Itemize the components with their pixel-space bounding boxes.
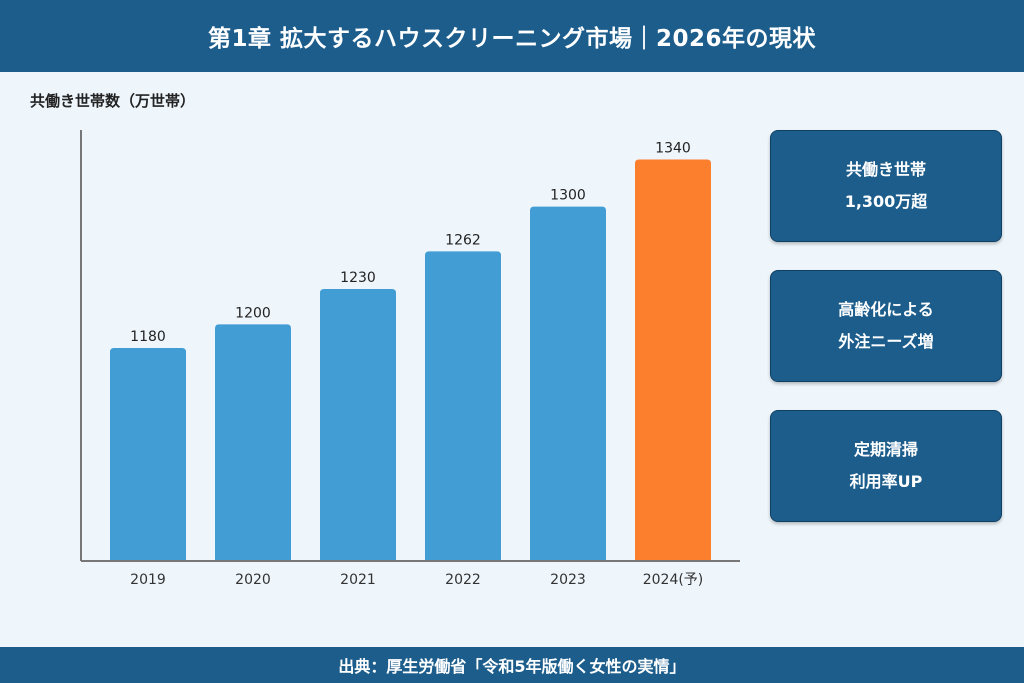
info-card-line1: 定期清掃 <box>853 440 918 459</box>
bar <box>215 324 291 560</box>
x-tick-label: 2022 <box>445 572 481 588</box>
y-axis-label: 共働き世帯数（万世帯） <box>30 92 196 110</box>
source-text: 出典：厚生労働省「令和5年版働く女性の実情」 <box>338 657 686 676</box>
info-card-line2: 1,300万超 <box>844 192 928 211</box>
bar <box>530 206 606 560</box>
x-tick-label: 2024(予) <box>643 572 704 588</box>
source-footer: 出典：厚生労働省「令和5年版働く女性の実情」 <box>0 647 1024 683</box>
info-card-line1: 共働き世帯 <box>845 160 926 179</box>
bar <box>425 251 501 560</box>
info-card-line1: 高齢化による <box>838 300 934 319</box>
bar <box>320 289 396 560</box>
page-title: 第1章 拡大するハウスクリーニング市場｜2026年の現状 <box>207 26 817 52</box>
info-card-regular-cleaning: 定期清掃 利用率UP <box>770 410 1002 522</box>
info-card-line2: 利用率UP <box>849 472 923 491</box>
bar <box>110 347 186 560</box>
data-label: 1340 <box>655 140 691 156</box>
info-card-line2: 外注ニーズ増 <box>838 332 934 351</box>
x-tick-label: 2019 <box>130 572 166 588</box>
data-label: 1180 <box>130 329 166 345</box>
data-label: 1262 <box>445 232 481 248</box>
x-tick-label: 2020 <box>235 572 271 588</box>
data-label: 1200 <box>235 305 271 321</box>
data-label: 1230 <box>340 270 376 286</box>
bar-chart: 1180 2019 1200 2020 1230 2021 1262 2022 1300 2023… <box>80 130 740 588</box>
info-card-aging: 高齢化による 外注ニーズ増 <box>770 270 1002 382</box>
info-card-dual-income: 共働き世帯 1,300万超 <box>770 130 1002 242</box>
data-label: 1300 <box>550 188 586 204</box>
page-header: 第1章 拡大するハウスクリーニング市場｜2026年の現状 <box>0 0 1024 72</box>
bar <box>635 159 711 560</box>
x-tick-label: 2023 <box>550 572 586 588</box>
x-tick-label: 2021 <box>340 572 376 588</box>
